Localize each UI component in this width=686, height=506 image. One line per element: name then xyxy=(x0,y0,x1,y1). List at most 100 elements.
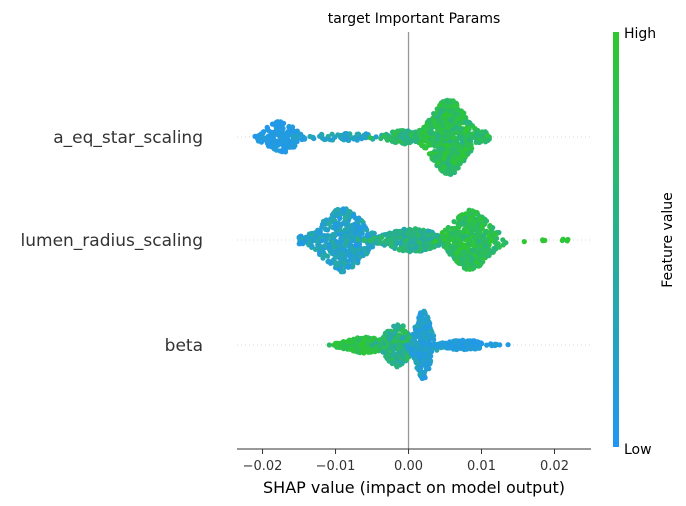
shap-point xyxy=(466,345,472,352)
shap-point xyxy=(422,246,428,252)
shap-point xyxy=(417,246,423,252)
shap-point xyxy=(300,134,306,140)
shap-point xyxy=(462,114,468,121)
shap-point xyxy=(326,342,332,348)
shap-point xyxy=(418,365,424,371)
shap-point xyxy=(442,227,448,233)
shap-point xyxy=(449,149,455,155)
shap-point xyxy=(444,149,450,155)
shap-point xyxy=(362,346,368,352)
shap-point xyxy=(476,256,482,262)
shap-point xyxy=(451,244,457,250)
shap-point xyxy=(392,138,398,145)
shap-point xyxy=(560,236,566,242)
x-tick-label-0: −0.02 xyxy=(243,459,283,474)
shap-point xyxy=(431,336,437,343)
shap-point xyxy=(450,130,456,136)
shap-point xyxy=(435,125,441,131)
shap-point xyxy=(366,243,372,249)
shap-point xyxy=(424,122,430,128)
shap-point xyxy=(309,243,315,249)
shap-point xyxy=(404,229,410,235)
shap-point xyxy=(361,237,367,243)
shap-point xyxy=(432,140,438,146)
shap-point xyxy=(400,323,406,329)
shap-point xyxy=(413,357,419,363)
shap-point xyxy=(431,341,437,347)
shap-point xyxy=(414,365,420,371)
shap-point xyxy=(454,258,460,264)
shap-point xyxy=(286,123,292,130)
shap-point xyxy=(489,228,495,234)
shap-point xyxy=(447,139,453,145)
shap-point xyxy=(329,233,335,239)
shap-point xyxy=(260,130,266,136)
shap-point xyxy=(470,247,476,253)
beeswarm-points xyxy=(252,97,571,381)
shap-point xyxy=(335,207,341,213)
shap-point xyxy=(451,167,457,173)
shap-point xyxy=(426,117,432,123)
x-tick-3: 0.01 xyxy=(467,449,496,474)
shap-point xyxy=(395,354,401,360)
x-axis-ticks: −0.02 −0.01 0.00 0.01 0.02 xyxy=(243,449,569,474)
shap-point xyxy=(431,157,437,163)
shap-point xyxy=(428,123,434,129)
shap-point xyxy=(291,142,297,148)
shap-point xyxy=(475,222,481,228)
shap-point xyxy=(484,133,491,139)
shap-point xyxy=(483,249,489,255)
x-tick-label-1: −0.01 xyxy=(316,459,356,474)
shap-point xyxy=(325,227,331,233)
shap-point xyxy=(421,129,427,135)
shap-point xyxy=(394,325,400,331)
shap-point xyxy=(453,338,459,344)
shap-point xyxy=(492,245,498,251)
shap-point xyxy=(324,235,330,241)
x-tick-0: −0.02 xyxy=(243,449,283,474)
shap-point xyxy=(345,264,351,270)
colorbar xyxy=(613,32,619,447)
shap-point xyxy=(540,237,546,243)
shap-point xyxy=(299,240,305,246)
shap-point xyxy=(448,143,454,149)
shap-point xyxy=(439,127,445,133)
shap-point xyxy=(424,314,431,320)
shap-point xyxy=(339,340,345,346)
shap-point xyxy=(486,253,492,259)
shap-point xyxy=(351,250,357,256)
shap-point xyxy=(359,230,365,236)
shap-point xyxy=(342,256,348,262)
shap-point xyxy=(319,131,325,137)
shap-point xyxy=(421,369,428,375)
shap-point xyxy=(275,123,282,130)
shap-point xyxy=(492,232,498,238)
shap-point xyxy=(380,349,386,355)
x-tick-label-4: 0.02 xyxy=(540,459,569,474)
chart-title: target Important Params xyxy=(328,11,501,27)
shap-point xyxy=(475,132,481,138)
shap-point xyxy=(401,234,407,240)
shap-point xyxy=(382,134,388,140)
shap-point xyxy=(336,231,343,237)
shap-point xyxy=(477,262,483,268)
shap-point xyxy=(453,251,460,258)
shap-point xyxy=(421,308,427,315)
shap-point xyxy=(422,352,428,358)
shap-point xyxy=(328,224,334,230)
shap-point xyxy=(500,242,506,248)
shap-point xyxy=(482,229,489,235)
shap-point xyxy=(412,335,418,341)
shap-point xyxy=(319,252,325,258)
shap-point xyxy=(464,143,470,149)
shap-point xyxy=(487,224,493,230)
shap-point xyxy=(266,143,272,149)
shap-point xyxy=(313,229,319,236)
feature-label-beta: beta xyxy=(165,336,203,356)
shap-point xyxy=(443,102,449,109)
feature-label-lumen-radius-scaling: lumen_radius_scaling xyxy=(21,231,203,251)
shap-point xyxy=(312,246,319,252)
feature-label-a-eq-star-scaling: a_eq_star_scaling xyxy=(53,128,203,148)
shap-point xyxy=(451,219,457,225)
shap-point xyxy=(397,228,403,234)
